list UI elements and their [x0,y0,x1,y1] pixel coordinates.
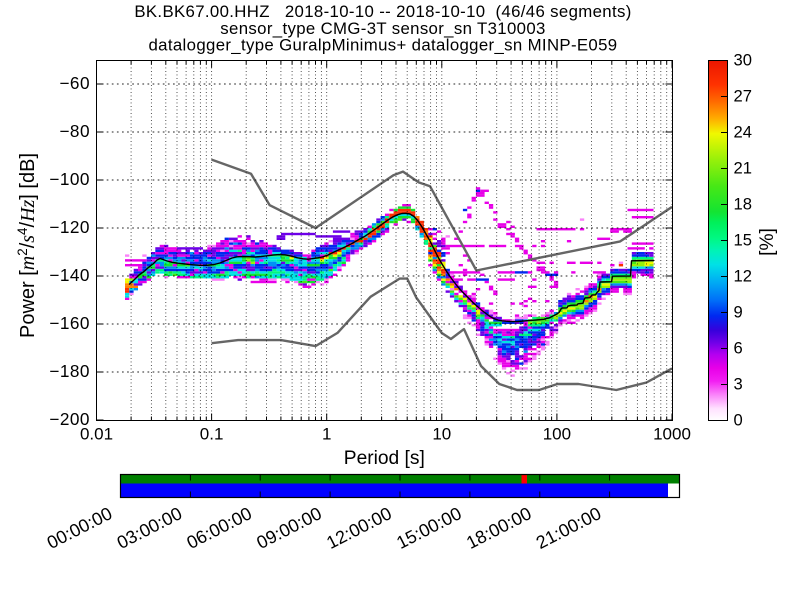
svg-text:10: 10 [432,425,451,444]
svg-text:[%]: [%] [757,228,778,256]
svg-text:1: 1 [322,425,331,444]
svg-text:−200: −200 [49,409,90,429]
svg-text:3: 3 [734,374,743,393]
svg-text:24: 24 [734,122,752,141]
svg-text:−80: −80 [59,121,90,141]
svg-text:18: 18 [734,194,752,213]
svg-text:datalogger_type GuralpMinimus+: datalogger_type GuralpMinimus+ datalogge… [149,36,618,55]
svg-text:Power [m2/s4/Hz] [dB]: Power [m2/s4/Hz] [dB] [15,153,39,338]
svg-text:−100: −100 [49,169,90,189]
svg-text:6: 6 [734,338,743,357]
svg-text:100: 100 [543,425,571,444]
svg-text:−120: −120 [49,217,90,237]
svg-text:15: 15 [734,230,752,249]
svg-text:27: 27 [734,86,752,105]
svg-text:21: 21 [734,158,752,177]
svg-text:0: 0 [734,410,743,429]
svg-text:sensor_type CMG-3T sensor_sn T: sensor_type CMG-3T sensor_sn T310003 [220,19,545,38]
svg-text:−180: −180 [49,361,90,381]
svg-text:30: 30 [734,50,752,69]
svg-text:−60: −60 [59,73,90,93]
svg-text:BK.BK67.00.HHZ 2018-10-10 --: BK.BK67.00.HHZ 2018-10-10 -- 2018-10-10 … [134,2,631,21]
svg-text:12: 12 [734,266,752,285]
svg-text:9: 9 [734,302,743,321]
svg-text:Period [s]: Period [s] [344,448,425,469]
svg-text:−140: −140 [49,265,90,285]
svg-text:0.1: 0.1 [200,425,224,444]
svg-text:0.01: 0.01 [80,425,113,444]
svg-text:−160: −160 [49,313,90,333]
svg-text:1000: 1000 [653,425,691,444]
